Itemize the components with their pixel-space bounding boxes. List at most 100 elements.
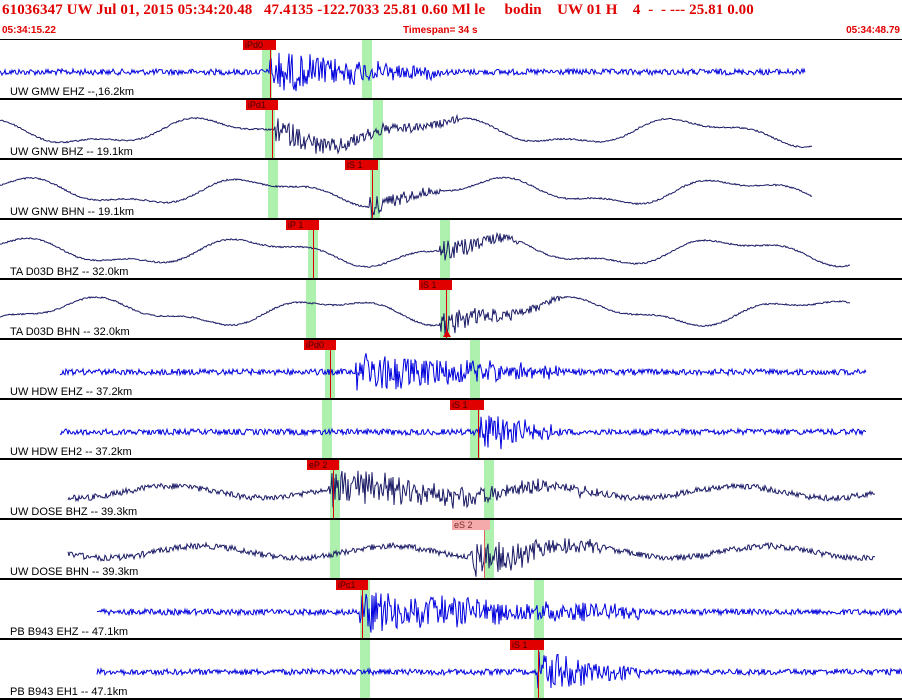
trace-row[interactable]: iPd1 UW GNW BHZ -- 19.1km (0, 100, 902, 160)
station-channel-label: UW DOSE BHZ -- 39.3km (10, 506, 138, 518)
pick-label[interactable]: iS 1 (419, 280, 452, 290)
trace-row[interactable]: iPd0 UW GMW EHZ --,16.2km (0, 40, 902, 100)
pick-marker-line[interactable] (272, 100, 273, 160)
waveform-line (96, 651, 902, 689)
pick-label[interactable]: eP 2 (307, 460, 339, 470)
waveform-trace (0, 176, 813, 219)
pick-marker-line[interactable] (538, 640, 539, 700)
waveform-line (0, 231, 851, 268)
waveform-line (59, 415, 867, 450)
station-channel-label: UW GNW BHZ -- 19.1km (10, 146, 133, 158)
phase-window-band (440, 280, 450, 340)
waveform-line (67, 470, 876, 509)
track-separator (0, 218, 902, 220)
station-channel-label: UW GNW BHN -- 19.1km (10, 206, 135, 218)
station-channel-label: UW GMW EHZ --,16.2km (10, 86, 135, 98)
trace-row[interactable]: iP 1 TA D03D BHZ -- 32.0km (0, 220, 902, 280)
pick-label[interactable]: iP 1 (286, 220, 319, 230)
timespan-label: Timespan= 34 s (403, 25, 478, 36)
pick-label[interactable]: iS 1 (510, 640, 544, 650)
track-separator (0, 398, 902, 400)
pick-marker-line[interactable] (313, 220, 314, 280)
phase-window-band (470, 400, 480, 460)
station-channel-label: UW HDW EH2 -- 37.2km (10, 446, 132, 458)
waveform-trace (0, 52, 806, 92)
phase-window-band (440, 220, 450, 280)
pick-marker-line[interactable] (484, 520, 485, 580)
phase-window-band (360, 640, 370, 700)
phase-window-band (306, 280, 316, 340)
polarity-up-icon (443, 330, 451, 337)
track-separator (0, 638, 902, 640)
phase-window-band (330, 520, 340, 580)
station-channel-label: UW DOSE BHN -- 39.3km (10, 566, 139, 578)
station-channel-label: UW HDW EHZ -- 37.2km (10, 386, 133, 398)
waveform-line (0, 295, 851, 337)
waveform-trace (59, 415, 867, 450)
waveform-line (0, 113, 813, 155)
pick-marker-line[interactable] (270, 40, 271, 100)
pick-label[interactable]: iS 1 (345, 160, 378, 170)
waveform-trace (67, 470, 876, 509)
waveform-line (0, 176, 813, 219)
pick-label[interactable]: iS 1 (450, 400, 484, 410)
trace-row[interactable]: eS 2 UW DOSE BHN -- 39.3km (0, 520, 902, 580)
phase-window-band (362, 40, 372, 100)
pick-marker-line[interactable] (333, 460, 334, 520)
pick-marker-line[interactable] (478, 400, 479, 460)
waveform-line (59, 353, 867, 391)
phase-window-band (322, 400, 332, 460)
event-header: 61036347 UW Jul 01, 2015 05:34:20.48 47.… (0, 0, 902, 40)
phase-window-band (534, 640, 544, 700)
phase-window-band (470, 340, 480, 400)
pick-marker-line[interactable] (330, 340, 331, 400)
pick-label[interactable]: iPd0 (243, 40, 276, 50)
waveform-trace (0, 231, 851, 268)
trace-row[interactable]: iS 1 UW HDW EH2 -- 37.2km (0, 400, 902, 460)
waveform-line (0, 52, 806, 92)
phase-window-band (484, 520, 494, 580)
track-separator (0, 458, 902, 460)
trace-row[interactable]: iPc1 PB B943 EHZ -- 47.1km (0, 580, 902, 640)
pick-marker-line[interactable] (362, 580, 363, 640)
trace-row[interactable]: iPd0 UW HDW EHZ -- 37.2km (0, 340, 902, 400)
track-separator (0, 698, 902, 700)
trace-row[interactable]: iS 1 UW GNW BHN -- 19.1km (0, 160, 902, 220)
track-separator (0, 278, 902, 280)
pick-label[interactable]: eS 2 (452, 520, 490, 530)
pick-label[interactable]: iPc1 (336, 580, 368, 590)
seismogram-panel[interactable]: iPd0 UW GMW EHZ --,16.2km iPd1 UW GNW BHZ -… (0, 40, 902, 700)
phase-window-band (268, 160, 278, 220)
event-title: 61036347 UW Jul 01, 2015 05:34:20.48 47.… (2, 2, 754, 18)
track-separator (0, 518, 902, 520)
waveform-trace (59, 353, 867, 391)
pick-marker-line[interactable] (446, 280, 447, 340)
track-separator (0, 158, 902, 160)
pick-label[interactable]: iPd0 (304, 340, 336, 350)
station-channel-label: TA D03D BHN -- 32.0km (10, 326, 130, 338)
track-separator (0, 98, 902, 100)
trace-row[interactable]: iS 1 PB B943 EH1 -- 47.1km (0, 640, 902, 700)
trace-row[interactable]: eP 2 UW DOSE BHZ -- 39.3km (0, 460, 902, 520)
waveform-trace (96, 592, 902, 633)
waveform-line (67, 538, 876, 577)
station-channel-label: PB B943 EHZ -- 47.1km (10, 626, 128, 638)
waveform-trace (0, 113, 813, 155)
phase-window-band (534, 580, 544, 640)
track-separator (0, 338, 902, 340)
waveform-trace (67, 538, 876, 577)
pick-label[interactable]: iPd1 (246, 100, 278, 110)
waveform-trace (0, 295, 851, 337)
track-separator (0, 578, 902, 580)
phase-window-band (484, 460, 494, 520)
phase-window-band (370, 160, 380, 220)
pick-marker-line[interactable] (372, 160, 373, 220)
end-time: 05:34:48.79 (846, 25, 900, 36)
polarity-down-icon (475, 401, 483, 408)
waveform-line (96, 592, 902, 633)
waveform-trace (96, 651, 902, 689)
station-channel-label: PB B943 EH1 -- 47.1km (10, 686, 128, 698)
start-time: 05:34:15.22 (2, 25, 56, 36)
trace-row[interactable]: iS 1 TA D03D BHN -- 32.0km (0, 280, 902, 340)
station-channel-label: TA D03D BHZ -- 32.0km (10, 266, 129, 278)
